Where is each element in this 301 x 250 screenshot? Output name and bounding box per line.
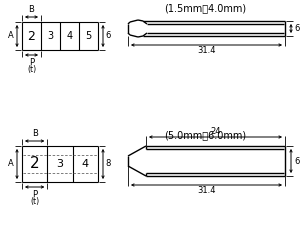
Text: (t): (t) xyxy=(30,197,39,206)
Text: 6: 6 xyxy=(105,32,110,40)
Text: 6: 6 xyxy=(294,24,299,33)
Text: 4: 4 xyxy=(67,31,73,41)
Text: 2: 2 xyxy=(30,156,39,172)
Text: P: P xyxy=(29,58,34,67)
Text: B: B xyxy=(32,129,38,138)
Text: A: A xyxy=(8,160,14,168)
Text: B: B xyxy=(29,5,34,14)
Text: A: A xyxy=(8,32,14,40)
Text: 8: 8 xyxy=(105,160,110,168)
Text: 31.4: 31.4 xyxy=(197,46,216,55)
Text: 4: 4 xyxy=(82,159,89,169)
Text: (t): (t) xyxy=(27,65,36,74)
Text: (5.0mm～6.0mm): (5.0mm～6.0mm) xyxy=(164,130,246,140)
Text: 2: 2 xyxy=(28,30,36,43)
Text: P: P xyxy=(32,190,37,199)
Text: 24: 24 xyxy=(210,127,221,136)
Text: 5: 5 xyxy=(85,31,92,41)
Text: 6: 6 xyxy=(294,156,299,166)
Text: 3: 3 xyxy=(48,31,54,41)
Text: 31.4: 31.4 xyxy=(197,186,216,195)
Text: (1.5mm～4.0mm): (1.5mm～4.0mm) xyxy=(164,3,246,13)
Text: 3: 3 xyxy=(57,159,64,169)
